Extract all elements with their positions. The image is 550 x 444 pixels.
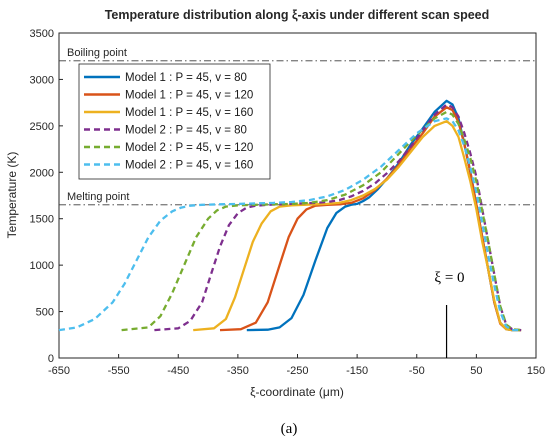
x-tick-label: 150 xyxy=(527,365,545,377)
y-axis-ticks: 0 500 1000 1500 2000 2500 3000 3500 xyxy=(30,28,63,365)
x-tick-label: -150 xyxy=(346,365,368,377)
y-tick-label: 500 xyxy=(36,307,54,319)
y-tick-label: 3000 xyxy=(30,74,54,86)
reference-line-label: Melting point xyxy=(67,191,129,203)
x-tick-label: -250 xyxy=(286,365,308,377)
reference-line-label: Boiling point xyxy=(67,47,127,59)
x-tick-label: -650 xyxy=(48,365,70,377)
y-tick-label: 3500 xyxy=(30,28,54,40)
legend-entry: Model 2 : P = 45, v = 80 xyxy=(125,125,247,137)
panel-label: (a) xyxy=(281,421,298,437)
legend: Model 1 : P = 45, v = 80 Model 1 : P = 45… xyxy=(78,63,271,180)
legend-entry: Model 1 : P = 45, v = 120 xyxy=(125,90,253,102)
reference-lines: Boiling point Melting point xyxy=(59,47,536,206)
series-line xyxy=(193,120,522,332)
series-lines xyxy=(58,99,522,332)
chart-title: Temperature distribution along ξ-axis un… xyxy=(105,8,490,22)
legend-box xyxy=(78,63,271,180)
x-axis-label: ξ-coordinate (μm) xyxy=(250,385,344,399)
y-tick-label: 0 xyxy=(48,353,54,365)
x-axis-ticks: -650 -550 -450 -350 -250 -150 -50 50 150 xyxy=(48,354,545,377)
annotation: ξ = 0 xyxy=(434,270,465,358)
y-tick-label: 2000 xyxy=(30,167,54,179)
x-tick-label: -350 xyxy=(227,365,249,377)
x-tick-label: -550 xyxy=(108,365,130,377)
legend-entry: Model 2 : P = 45, v = 120 xyxy=(125,142,253,154)
series-line xyxy=(121,110,522,332)
series-line xyxy=(58,117,522,332)
x-tick-label: -50 xyxy=(409,365,425,377)
legend-entry: Model 2 : P = 45, v = 160 xyxy=(125,160,253,172)
y-tick-label: 1500 xyxy=(30,214,54,226)
y-tick-label: 1000 xyxy=(30,260,54,272)
annotation-text: ξ = 0 xyxy=(434,270,464,286)
legend-entry: Model 1 : P = 45, v = 80 xyxy=(125,72,247,84)
y-axis-label: Temperature (K) xyxy=(5,152,19,239)
x-tick-label: 50 xyxy=(470,365,482,377)
y-tick-label: 2500 xyxy=(30,121,54,133)
series-line xyxy=(154,103,522,332)
x-tick-label: -450 xyxy=(167,365,189,377)
legend-entry: Model 1 : P = 45, v = 160 xyxy=(125,107,253,119)
